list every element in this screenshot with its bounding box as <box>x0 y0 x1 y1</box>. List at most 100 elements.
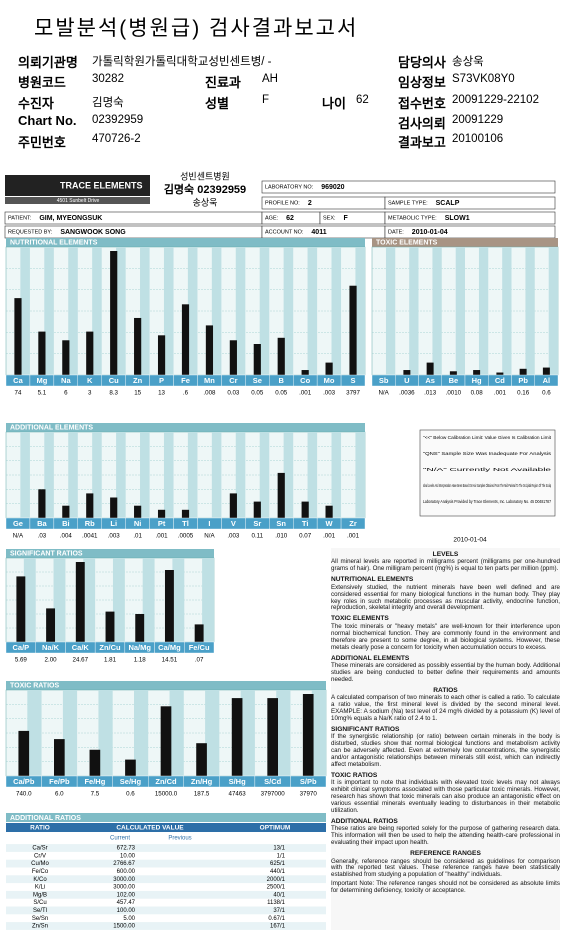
table-subheader: Current <box>110 836 130 842</box>
bar <box>253 344 261 375</box>
column-stripe <box>455 247 465 375</box>
info-value: GIM, MYEONGSUK <box>39 215 102 222</box>
column-stripe <box>211 247 222 375</box>
reading: 740.0 <box>16 791 32 798</box>
reading: .0036 <box>399 390 415 397</box>
element-symbol: Zn/Cd <box>155 777 177 786</box>
report-title: 모발분석(병원급) 검사결과보고서 <box>34 17 359 40</box>
ratio-current: 672.73 <box>117 846 136 852</box>
ratio-optimum: 625/1 <box>270 861 286 867</box>
column-stripe <box>98 690 113 776</box>
bar <box>277 472 285 518</box>
field-value: S73VK08Y0 <box>452 73 515 85</box>
element-symbol: S/Pb <box>300 777 317 786</box>
panel-title-bar <box>6 423 365 432</box>
section-text: All mineral levels are reported in milli… <box>331 558 560 573</box>
reading: .0005 <box>178 533 194 540</box>
info-value: SANGWOOK SONG <box>60 229 126 236</box>
ratio-current: 600.00 <box>117 869 136 875</box>
bar <box>110 251 118 375</box>
bar <box>54 739 65 776</box>
table-subheader: Previous <box>168 836 191 842</box>
reading: 47463 <box>229 791 247 798</box>
column-stripe <box>355 432 365 518</box>
column-stripe <box>27 690 42 776</box>
element-symbol: P <box>159 376 164 385</box>
row-band <box>6 844 326 852</box>
column-stripe <box>525 247 535 375</box>
column-stripe <box>283 432 294 518</box>
table-header: RATIO <box>30 825 50 832</box>
column-stripe <box>283 247 294 375</box>
info-label: ACCOUNT NO: <box>265 229 304 235</box>
ratio-name: Se/Tl <box>33 908 47 914</box>
bar <box>16 576 26 642</box>
field-value: 02392959 <box>92 114 144 126</box>
element-symbol: Tl <box>182 519 189 528</box>
info-label: SAMPLE TYPE: <box>388 200 428 206</box>
element-symbol: Be <box>449 376 459 385</box>
row-band <box>6 890 326 899</box>
info-label: PROFILE NO: <box>265 200 300 206</box>
row-band <box>6 859 326 868</box>
column-stripe <box>20 247 30 375</box>
field-value: 20091229 <box>452 114 504 126</box>
panel-title-bar <box>6 238 365 247</box>
field-value: AH <box>262 73 278 85</box>
reading: 1.18 <box>134 657 147 664</box>
important-note: Important Note: The reference ranges sho… <box>331 880 560 895</box>
column-stripe <box>134 690 149 776</box>
column-stripe <box>23 558 36 642</box>
reading: 5.1 <box>38 390 47 397</box>
column-stripe <box>62 690 78 776</box>
ratio-name: Mg/B <box>33 892 47 898</box>
element-symbol: Ca/Pb <box>13 777 35 786</box>
bar <box>157 509 166 518</box>
info-label: METABOLIC TYPE: <box>388 215 437 221</box>
column-stripe <box>331 432 342 518</box>
notes-box <box>419 429 556 517</box>
column-stripe <box>187 432 198 518</box>
reading: .003 <box>227 533 240 540</box>
info-value: SLOW1 <box>445 215 470 222</box>
element-symbol: Pb <box>518 376 528 385</box>
element-symbol: As <box>425 376 435 385</box>
element-symbol: Se <box>253 376 262 385</box>
reading: 8.3 <box>109 390 118 397</box>
reading: .004 <box>60 533 73 540</box>
element-symbol: Cu <box>109 376 119 385</box>
element-symbol: Ca/Mg <box>158 643 181 652</box>
section-text: If the synergistic relationship (or rati… <box>331 733 560 768</box>
column-stripe <box>259 247 270 375</box>
column-stripe <box>478 247 489 375</box>
reading: 15000.0 <box>155 791 178 798</box>
ratio-name: Fe/Co <box>32 869 49 875</box>
bar <box>229 340 237 375</box>
bar <box>125 759 136 776</box>
element-symbol: Ge <box>13 519 23 528</box>
column-stripe <box>116 247 126 375</box>
ratio-current: 3000.00 <box>113 877 135 883</box>
field-value: 20091229-22102 <box>452 94 539 106</box>
bar <box>46 608 56 642</box>
field-label: 접수번호 <box>398 96 446 111</box>
section-text: These minerals are considered as possibl… <box>331 661 560 683</box>
info-value: SCALP <box>436 200 460 207</box>
column-stripe <box>202 558 214 642</box>
column-stripe <box>205 690 220 776</box>
field-label: 결과보고 <box>398 135 446 150</box>
column-stripe <box>68 432 78 518</box>
column-stripe <box>409 247 419 375</box>
column-stripe <box>548 247 558 375</box>
note-line: "N/A" Currently Not Available <box>423 467 553 472</box>
ratio-name: Se/Sn <box>32 916 48 922</box>
reading: 24.67 <box>73 657 89 664</box>
reading: 0.6 <box>126 791 135 798</box>
ratio-current: 3000.00 <box>113 885 135 891</box>
bar <box>277 337 285 375</box>
note-line: Ideal Levels And Interpretation Have Bee… <box>423 483 551 488</box>
reading: .0010 <box>446 390 462 397</box>
bar <box>110 497 118 518</box>
reading: .001 <box>494 390 507 397</box>
bar <box>196 743 207 776</box>
